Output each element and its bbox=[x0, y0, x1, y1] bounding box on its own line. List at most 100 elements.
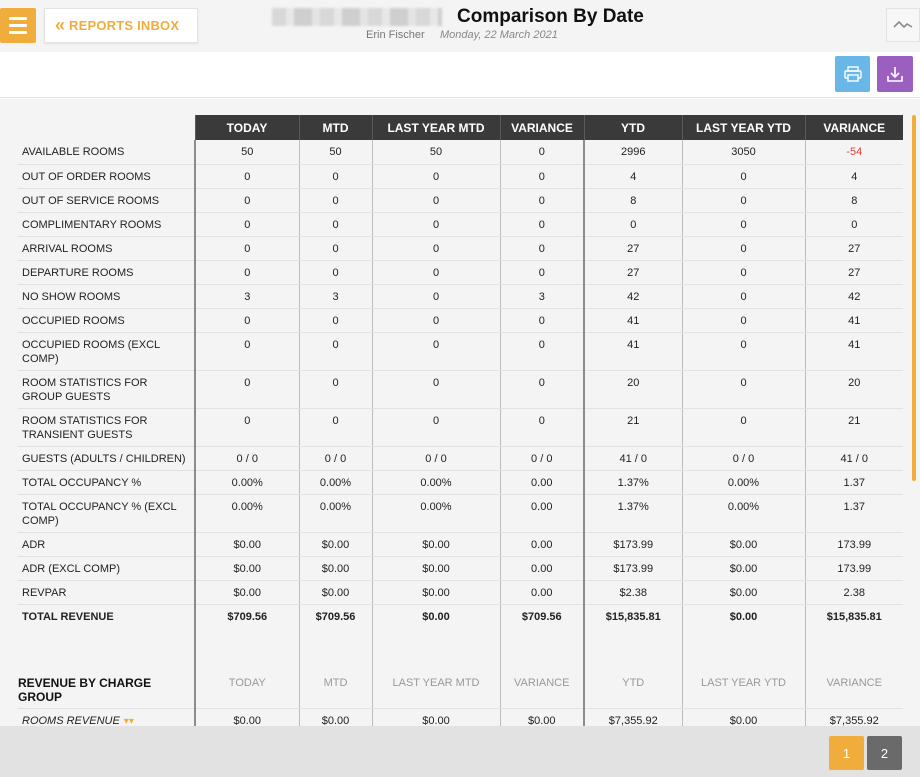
table-cell: 2.38 bbox=[804, 580, 903, 605]
column-header: VARIANCE bbox=[499, 115, 584, 140]
table-cell: 0 bbox=[298, 370, 372, 409]
table-cell: $173.99 bbox=[583, 532, 682, 557]
table-cell: 21 bbox=[804, 408, 903, 447]
table-cell: 41 bbox=[583, 308, 682, 333]
table-cell: 0 bbox=[681, 408, 805, 447]
table-cell: 0 bbox=[681, 164, 805, 189]
row-label: ARRIVAL ROOMS bbox=[18, 236, 195, 261]
table-cell: 0 bbox=[371, 370, 500, 409]
table-cell: 0.00 bbox=[499, 532, 584, 557]
hamburger-icon[interactable] bbox=[0, 8, 36, 43]
table-cell: $0.00 bbox=[298, 708, 372, 726]
row-label: OUT OF ORDER ROOMS bbox=[18, 164, 195, 189]
table-cell: $709.56 bbox=[194, 604, 299, 628]
table-cell: 3 bbox=[298, 284, 372, 309]
table-cell: 0.00% bbox=[298, 470, 372, 495]
table-cell: 4 bbox=[804, 164, 903, 189]
table-cell: 0 bbox=[194, 408, 299, 447]
top-header: « REPORTS INBOX Comparison By Date Erin … bbox=[0, 0, 920, 52]
row-label: DEPARTURE ROOMS bbox=[18, 260, 195, 285]
table-cell: 0 bbox=[499, 308, 584, 333]
revenue-row[interactable]: ROOMS REVENUE ▾▾ $0.00 $0.00 $0.00 $0.00 $7,35… bbox=[18, 708, 903, 726]
table-cell: 0 bbox=[499, 332, 584, 371]
table-cell: 0 bbox=[499, 408, 584, 447]
table-cell: $2.38 bbox=[583, 580, 682, 605]
revenue-section-header: REVENUE BY CHARGE GROUP TODAY MTD LAST YEAR… bbox=[18, 658, 903, 709]
table-cell: 20 bbox=[583, 370, 682, 409]
table-cell: 27 bbox=[804, 260, 903, 285]
comparison-table: TODAY MTD LAST YEAR MTD VARIANCE YTD LAS… bbox=[18, 115, 903, 726]
table-cell: 0.00 bbox=[499, 556, 584, 581]
table-cell: $0.00 bbox=[298, 556, 372, 581]
table-cell: 1.37% bbox=[583, 470, 682, 495]
table-cell: 0 / 0 bbox=[298, 446, 372, 471]
table-cell: 0 bbox=[194, 370, 299, 409]
table-cell: 0 bbox=[681, 188, 805, 213]
row-label: TOTAL OCCUPANCY % (EXCL COMP) bbox=[18, 494, 195, 533]
table-cell: $15,835.81 bbox=[804, 604, 903, 628]
report-toolbar bbox=[0, 52, 920, 98]
section-column-header: MTD bbox=[298, 658, 372, 709]
printer-icon[interactable] bbox=[835, 56, 870, 92]
double-chevron-down-icon[interactable]: ▾▾ bbox=[123, 716, 134, 726]
table-cell: 0 bbox=[194, 332, 299, 371]
table-cell: $7,355.92 bbox=[804, 708, 903, 726]
table-row: OUT OF ORDER ROOMS 0 0 0 0 4 0 4 bbox=[18, 164, 903, 189]
pagination-bar: 1 2 bbox=[0, 726, 920, 777]
column-header: TODAY bbox=[194, 115, 299, 140]
table-cell: $0.00 bbox=[681, 580, 805, 605]
table-cell: 0 bbox=[194, 164, 299, 189]
table-row: TOTAL OCCUPANCY % (EXCL COMP) 0.00% 0.00% 0… bbox=[18, 494, 903, 533]
table-cell: 0.00% bbox=[371, 470, 500, 495]
table-cell: 42 bbox=[583, 284, 682, 309]
table-cell: 50 bbox=[298, 140, 372, 165]
scrollbar-thumb[interactable] bbox=[912, 115, 916, 481]
table-cell: 0.00 bbox=[499, 470, 584, 495]
table-row: ROOM STATISTICS FOR TRANSIENT GUESTS 0 0 0 0… bbox=[18, 408, 903, 447]
table-cell: 0.00% bbox=[194, 470, 299, 495]
table-cell: $0.00 bbox=[194, 580, 299, 605]
table-cell: 0 / 0 bbox=[371, 446, 500, 471]
table-cell: $0.00 bbox=[371, 580, 500, 605]
column-header: YTD bbox=[583, 115, 682, 140]
table-cell: $0.00 bbox=[194, 556, 299, 581]
table-cell: 0 / 0 bbox=[499, 446, 584, 471]
table-cell: 20 bbox=[804, 370, 903, 409]
row-label: REVPAR bbox=[18, 580, 195, 605]
table-row: COMPLIMENTARY ROOMS 0 0 0 0 0 0 0 bbox=[18, 212, 903, 237]
table-cell: 2996 bbox=[583, 140, 682, 165]
page-1-button[interactable]: 1 bbox=[829, 736, 864, 770]
table-cell: 173.99 bbox=[804, 556, 903, 581]
download-icon[interactable] bbox=[877, 56, 913, 92]
trend-line-icon[interactable] bbox=[886, 8, 920, 42]
table-cell: 0.00% bbox=[371, 494, 500, 533]
table-cell: $0.00 bbox=[681, 604, 805, 628]
table-cell: 1.37% bbox=[583, 494, 682, 533]
table-cell: $0.00 bbox=[298, 532, 372, 557]
table-cell: 0 bbox=[194, 212, 299, 237]
table-cell: 41 bbox=[804, 308, 903, 333]
table-cell: 0 bbox=[298, 212, 372, 237]
table-cell: 3 bbox=[499, 284, 584, 309]
table-cell: 0 bbox=[499, 370, 584, 409]
table-cell: 21 bbox=[583, 408, 682, 447]
table-cell: $0.00 bbox=[499, 708, 584, 726]
column-header: VARIANCE bbox=[804, 115, 903, 140]
row-label: NO SHOW ROOMS bbox=[18, 284, 195, 309]
row-label: AVAILABLE ROOMS bbox=[18, 140, 195, 165]
reports-inbox-button[interactable]: « REPORTS INBOX bbox=[44, 8, 198, 43]
reports-inbox-label: REPORTS INBOX bbox=[69, 18, 180, 33]
report-content[interactable]: TODAY MTD LAST YEAR MTD VARIANCE YTD LAS… bbox=[0, 99, 920, 726]
page-2-button[interactable]: 2 bbox=[867, 736, 902, 770]
table-cell: 41 / 0 bbox=[583, 446, 682, 471]
table-cell: 0 bbox=[371, 164, 500, 189]
table-cell: 0 bbox=[371, 408, 500, 447]
table-cell: 0 bbox=[804, 212, 903, 237]
table-cell: 0 bbox=[681, 308, 805, 333]
table-cell: 0 bbox=[371, 188, 500, 213]
row-label: TOTAL REVENUE bbox=[22, 610, 114, 623]
table-cell: 0 bbox=[583, 212, 682, 237]
table-cell: 0.00% bbox=[298, 494, 372, 533]
table-cell: 3 bbox=[194, 284, 299, 309]
revenue-row-label[interactable]: ROOMS REVENUE ▾▾ bbox=[18, 708, 195, 726]
